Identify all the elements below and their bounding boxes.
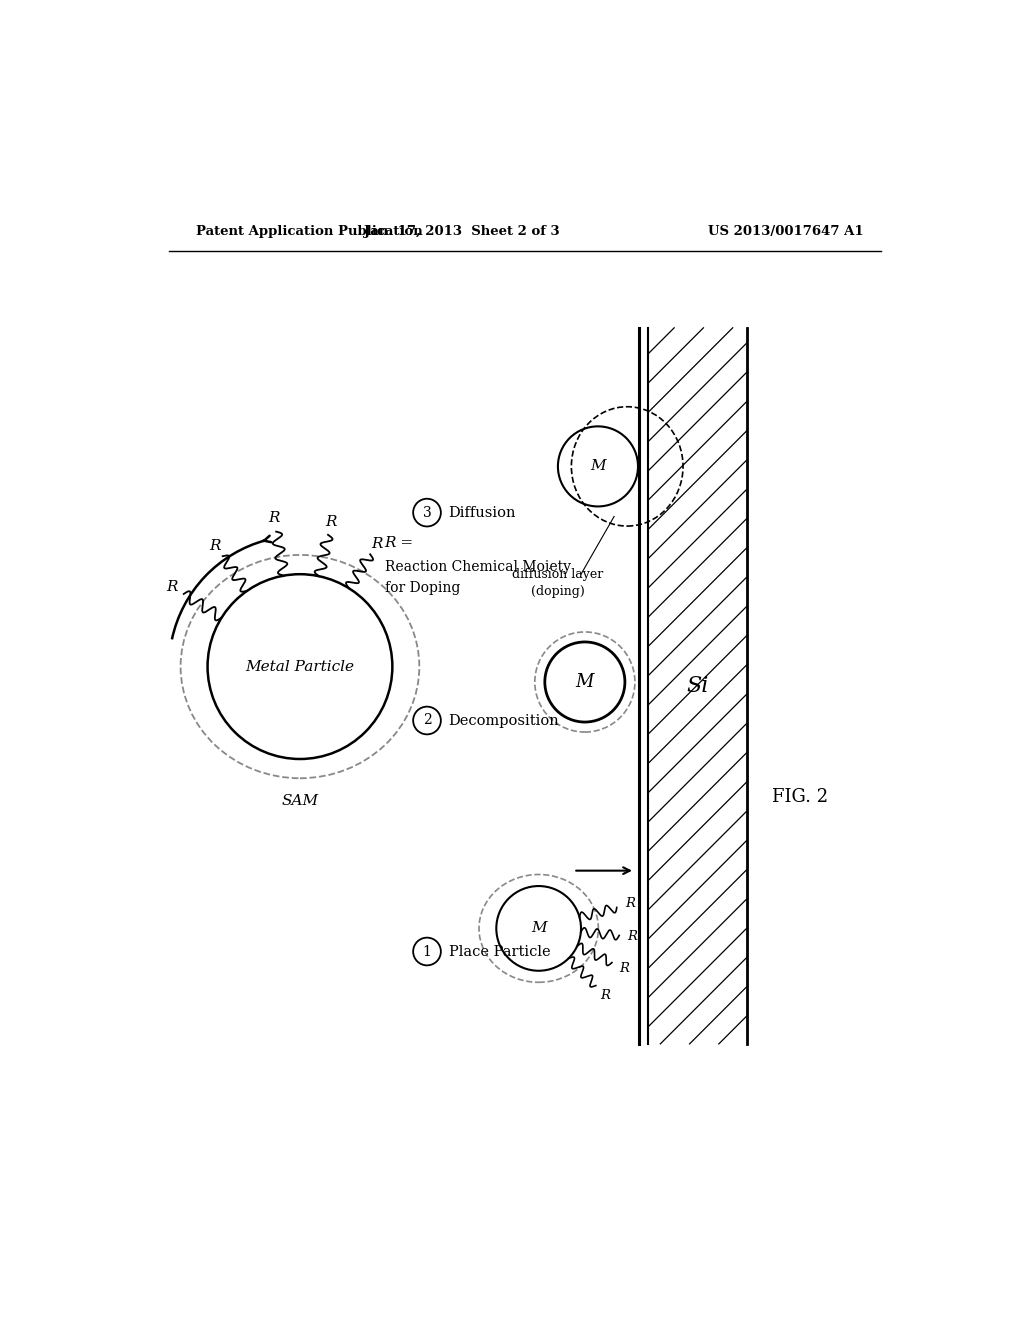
Text: Patent Application Publication: Patent Application Publication [196,224,423,238]
Text: Reaction Chemical Moiety: Reaction Chemical Moiety [385,560,570,573]
Text: R =: R = [385,536,414,550]
Text: diffusion layer: diffusion layer [512,568,603,581]
Text: Jan. 17, 2013  Sheet 2 of 3: Jan. 17, 2013 Sheet 2 of 3 [364,224,559,238]
Text: Diffusion: Diffusion [449,506,516,520]
Text: Place Particle: Place Particle [449,945,550,958]
Text: (doping): (doping) [531,585,585,598]
Text: Si: Si [686,675,709,697]
Text: R: R [268,511,280,525]
Text: Decomposition: Decomposition [449,714,559,727]
Text: 2: 2 [423,714,431,727]
Text: R: R [371,537,382,550]
Text: R: R [625,898,635,911]
Text: 3: 3 [423,506,431,520]
Bar [648,327,746,1044]
Text: M: M [575,673,594,690]
Text: R: R [167,579,178,594]
Text: M: M [590,459,606,474]
Text: R: R [628,931,638,942]
Text: 1: 1 [423,945,431,958]
Text: for Doping: for Doping [385,581,460,595]
Text: Metal Particle: Metal Particle [246,660,354,673]
Text: R: R [620,962,629,974]
Text: US 2013/0017647 A1: US 2013/0017647 A1 [708,224,863,238]
Text: R: R [325,515,336,529]
Text: SAM: SAM [282,793,318,808]
Text: R: R [600,989,610,1002]
Text: M: M [530,921,547,936]
Text: FIG. 2: FIG. 2 [772,788,828,807]
Text: R: R [210,539,221,553]
